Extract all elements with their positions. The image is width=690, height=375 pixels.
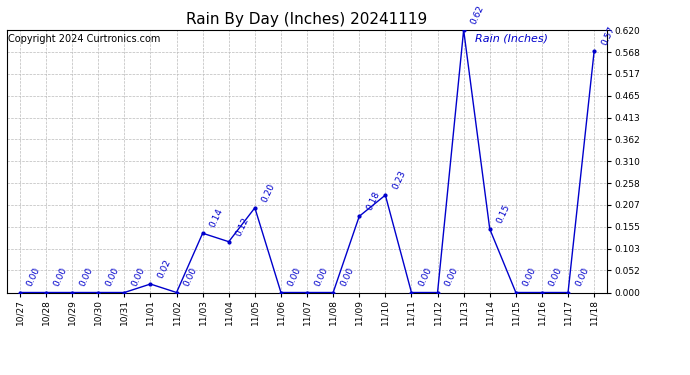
Text: 0.00: 0.00	[443, 266, 460, 288]
Text: 0.02: 0.02	[156, 258, 172, 280]
Text: 0.18: 0.18	[365, 190, 382, 212]
Text: 0.62: 0.62	[469, 4, 486, 26]
Text: 0.00: 0.00	[573, 266, 590, 288]
Text: 0.00: 0.00	[547, 266, 564, 288]
Text: 0.00: 0.00	[522, 266, 538, 288]
Text: 0.15: 0.15	[495, 203, 512, 225]
Text: 0.00: 0.00	[104, 266, 121, 288]
Text: Copyright 2024 Curtronics.com: Copyright 2024 Curtronics.com	[8, 34, 161, 44]
Title: Rain By Day (Inches) 20241119: Rain By Day (Inches) 20241119	[186, 12, 428, 27]
Text: 0.14: 0.14	[208, 207, 225, 229]
Text: 0.57: 0.57	[600, 25, 616, 47]
Text: 0.23: 0.23	[391, 169, 408, 191]
Text: Rain (Inches): Rain (Inches)	[475, 34, 548, 44]
Text: 0.00: 0.00	[78, 266, 95, 288]
Text: 0.00: 0.00	[339, 266, 355, 288]
Text: 0.00: 0.00	[130, 266, 146, 288]
Text: 0.20: 0.20	[260, 182, 277, 204]
Text: 0.00: 0.00	[286, 266, 303, 288]
Text: 0.00: 0.00	[26, 266, 42, 288]
Text: 0.00: 0.00	[417, 266, 434, 288]
Text: 0.00: 0.00	[182, 266, 199, 288]
Text: 0.00: 0.00	[313, 266, 329, 288]
Text: 0.12: 0.12	[235, 216, 251, 237]
Text: 0.00: 0.00	[52, 266, 68, 288]
